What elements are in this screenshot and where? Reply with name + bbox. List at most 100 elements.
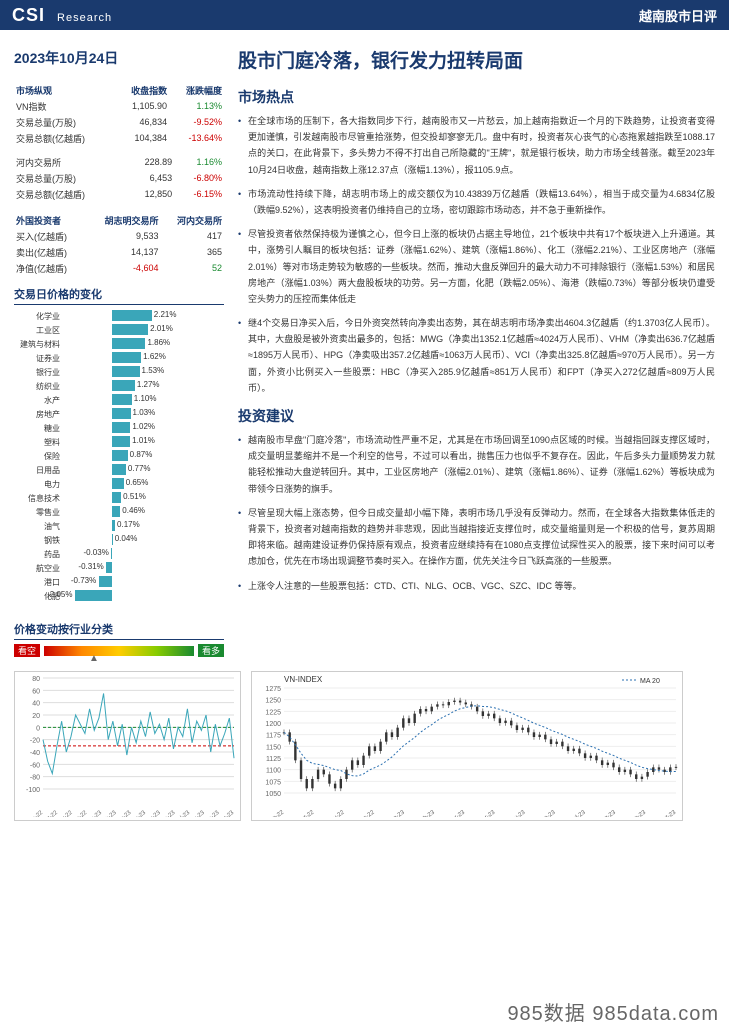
headline: 股市门庭冷落，银行发力扭转局面 <box>238 46 715 73</box>
svg-text:VN-INDEX: VN-INDEX <box>284 675 323 684</box>
sector-track: 1.53% <box>62 366 224 378</box>
svg-text:Sep-22: Sep-22 <box>266 809 286 817</box>
svg-text:Oct-23: Oct-23 <box>218 810 236 817</box>
sector-label: 建筑与材料 <box>14 339 62 350</box>
logo: CSI Research <box>12 5 112 26</box>
row-price: 1,105.90 <box>114 98 169 114</box>
sector-track: 0.77% <box>62 464 224 476</box>
row-label: 交易总量(万股) <box>14 170 126 186</box>
svg-text:Jun-23: Jun-23 <box>538 809 557 817</box>
sector-track: 1.10% <box>62 394 224 406</box>
sector-row: 银行业 1.53% <box>14 365 224 379</box>
sector-track: 1.02% <box>62 422 224 434</box>
row-price: 228.89 <box>126 154 174 170</box>
advice-bullets: 越南股市早盘"门庭冷落"，市场流动性严重不足，尤其是在市场回调至1090点区域的… <box>238 432 715 594</box>
hanoi-table: 河内交易所 228.89 1.16%交易总量(万股) 6,453 -6.80%交… <box>14 154 224 202</box>
sector-bar <box>112 408 131 419</box>
sector-row: 糖业 1.02% <box>14 421 224 435</box>
sector-row: 零售业 0.46% <box>14 505 224 519</box>
row-label: 交易总额(亿越盾) <box>14 186 126 202</box>
right-column: 股市门庭冷落，银行发力扭转局面 市场热点 在全球市场的压制下，各大指数同步下行，… <box>238 40 715 657</box>
sector-row: 化肥 -2.05% <box>14 589 224 603</box>
sector-track: 0.04% <box>62 534 224 546</box>
row-price: 12,850 <box>126 186 174 202</box>
sector-track: -0.31% <box>62 562 224 574</box>
row-price: 46,834 <box>114 114 169 130</box>
svg-text:20: 20 <box>32 713 40 720</box>
row-label: 买入(亿越盾) <box>14 228 85 244</box>
svg-text:Jun-23: Jun-23 <box>159 810 177 817</box>
sector-label: 钢铁 <box>14 535 62 546</box>
sector-value: -0.03% <box>83 548 108 557</box>
row-change: 1.16% <box>174 154 224 170</box>
svg-text:-80: -80 <box>30 775 40 782</box>
svg-text:Apr-23: Apr-23 <box>129 810 147 817</box>
row-price: 104,384 <box>114 130 169 146</box>
sector-label: 保险 <box>14 451 62 462</box>
row-hcm: 9,533 <box>85 228 160 244</box>
bullet: 越南股市早盘"门庭冷落"，市场流动性严重不足，尤其是在市场回调至1090点区域的… <box>238 432 715 497</box>
sector-row: 化学业 2.21% <box>14 309 224 323</box>
momentum-line-chart: -100-80-60-40-20020406080Sep-22Oct-22Nov… <box>14 671 241 821</box>
sector-track: 1.03% <box>62 408 224 420</box>
sector-label: 化学业 <box>14 311 62 322</box>
sector-label: 工业区 <box>14 325 62 336</box>
sector-track: 0.65% <box>62 478 224 490</box>
sector-value: 1.62% <box>143 352 166 361</box>
sector-label: 日用品 <box>14 465 62 476</box>
svg-text:1200: 1200 <box>265 721 281 728</box>
bullet: 尽管呈现大幅上涨态势，但今日成交量却小幅下降，表明市场几乎没有反弹动力。然而，在… <box>238 505 715 570</box>
gradient-left: 看空 <box>14 644 40 657</box>
svg-text:1275: 1275 <box>265 686 281 693</box>
sector-bar <box>112 394 132 405</box>
svg-text:Oct-22: Oct-22 <box>297 809 316 817</box>
market-overview-table: 市场纵观 收盘指数 涨跌幅度 VN指数 1,105.90 1.13%交易总量(万… <box>14 82 224 146</box>
advice-title: 投资建议 <box>238 406 715 426</box>
sector-row: 药品 -0.03% <box>14 547 224 561</box>
svg-text:May-23: May-23 <box>507 809 527 817</box>
row-change: -6.80% <box>174 170 224 186</box>
sector-bar <box>112 464 126 475</box>
sector-label: 港口 <box>14 577 62 588</box>
sector-track: -2.05% <box>62 590 224 602</box>
svg-text:MA 20: MA 20 <box>640 678 660 685</box>
svg-text:1225: 1225 <box>265 709 281 716</box>
sector-row: 航空业 -0.31% <box>14 561 224 575</box>
sector-bar <box>112 436 130 447</box>
sector-label: 药品 <box>14 549 62 560</box>
sector-track: 0.17% <box>62 520 224 532</box>
sector-row: 油气 0.17% <box>14 519 224 533</box>
sector-track: -0.73% <box>62 576 224 588</box>
bullet: 尽管投资者依然保持极为谨慎之心，但今日上涨的板块仍占据主导地位，21个板块中共有… <box>238 226 715 307</box>
svg-text:Nov-22: Nov-22 <box>326 809 346 817</box>
sector-value: 0.87% <box>130 450 153 459</box>
svg-text:40: 40 <box>32 701 40 708</box>
sector-label: 塑料 <box>14 437 62 448</box>
gradient-marker: ▲ <box>89 653 99 664</box>
sector-value: 2.21% <box>154 310 177 319</box>
sector-value: 1.27% <box>137 380 160 389</box>
sector-bar <box>112 422 130 433</box>
sector-row: 房地产 1.03% <box>14 407 224 421</box>
sector-label: 信息技术 <box>14 493 62 504</box>
sector-bar <box>112 520 115 531</box>
row-label: 卖出(亿越盾) <box>14 244 85 260</box>
sector-track: 2.21% <box>62 310 224 322</box>
svg-text:Feb-23: Feb-23 <box>99 810 118 817</box>
sector-bar <box>112 478 124 489</box>
sector-row: 电力 0.65% <box>14 477 224 491</box>
sector-bar <box>112 352 141 363</box>
gradient-bar: ▲ <box>44 646 194 656</box>
sector-value: 2.01% <box>150 324 173 333</box>
svg-text:Dec-22: Dec-22 <box>356 809 376 817</box>
svg-text:1250: 1250 <box>265 698 281 705</box>
sector-bar <box>112 450 128 461</box>
sector-bar <box>106 562 112 573</box>
sector-bar <box>75 590 112 601</box>
row-hanoi: 417 <box>160 228 224 244</box>
sector-row: 建筑与材料 1.86% <box>14 337 224 351</box>
svg-text:-20: -20 <box>30 738 40 745</box>
sector-bar <box>112 324 148 335</box>
svg-text:-40: -40 <box>30 750 40 757</box>
sector-track: 1.27% <box>62 380 224 392</box>
